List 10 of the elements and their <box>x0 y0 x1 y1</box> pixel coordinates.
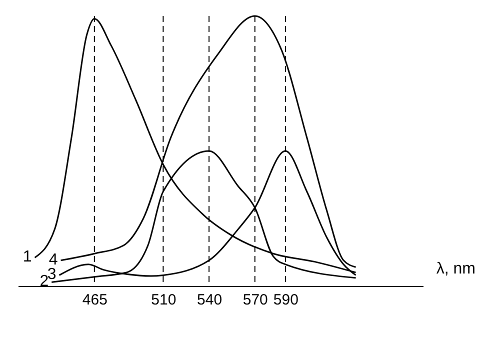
x-tick-label: 465 <box>82 292 108 308</box>
series-label: 1 <box>22 248 32 266</box>
series-label: 2 <box>40 273 49 290</box>
x-tick-label: 570 <box>242 292 268 308</box>
x-tick-label: 510 <box>151 292 176 308</box>
x-axis-title: λ, nm <box>436 260 476 278</box>
x-tick-label: 590 <box>273 292 298 308</box>
x-tick-label: 540 <box>197 292 222 308</box>
series-label: 4 <box>48 251 58 268</box>
series-label: 3 <box>47 266 56 284</box>
